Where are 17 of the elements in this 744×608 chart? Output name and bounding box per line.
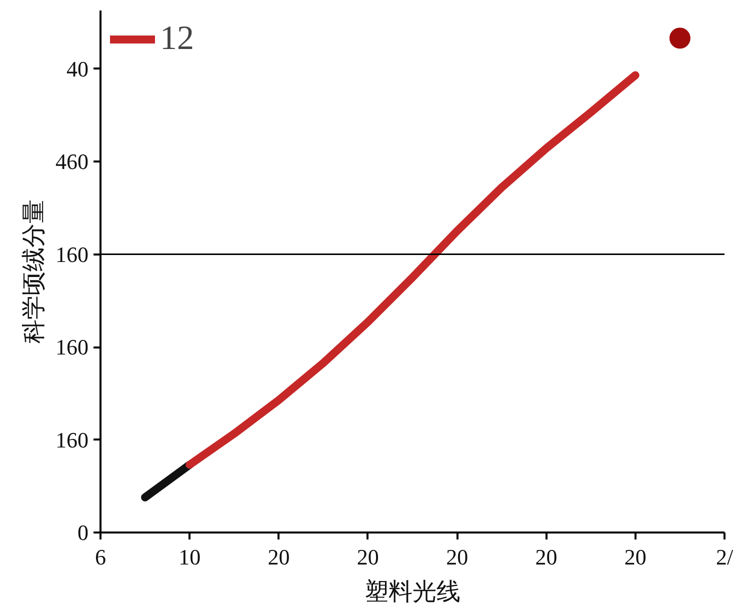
text: 160 [56, 334, 88, 360]
x-tick-label: 2/ [716, 544, 734, 570]
text: 0 [78, 520, 88, 545]
x-tick-label: 20 [535, 544, 558, 570]
text: 460 [56, 149, 88, 174]
x-tick-label: 20 [446, 544, 468, 570]
x-tick-label: 6 [95, 544, 106, 570]
text: 160 [56, 242, 88, 267]
x-tick-label: 20 [624, 544, 646, 570]
y-axis-title: 科学顷绒分量 [20, 200, 48, 344]
x-axis-title: 塑料光线 [364, 578, 460, 606]
x-tick-label: 20 [268, 544, 290, 570]
x-tick-label: 20 [356, 544, 379, 570]
legend-label: 12 [160, 20, 194, 58]
x-tick-label: 10 [178, 544, 201, 570]
text: 40 [66, 56, 88, 82]
text: 160 [56, 427, 88, 452]
